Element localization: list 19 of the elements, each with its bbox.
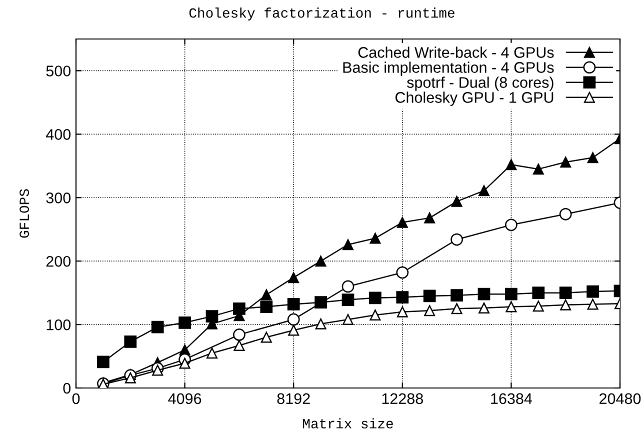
y-tick-label: 500 xyxy=(46,66,71,76)
y-tick-label: 300 xyxy=(46,192,71,204)
y-tick-label: 400 xyxy=(46,129,71,140)
y-tick-label: 100 xyxy=(46,319,71,330)
x-tick-label: 0 xyxy=(72,393,80,404)
x-tick-label: 8192 xyxy=(277,393,310,404)
legend-label: Cholesky GPU - 1 GPU xyxy=(395,92,554,106)
x-tick-label: 20480 xyxy=(600,393,641,404)
x-tick-label: 4096 xyxy=(168,393,202,404)
x-tick-label: 12288 xyxy=(382,393,423,404)
x-axis-title: Matrix size xyxy=(303,418,393,428)
legend-label: spotrf - Dual (8 cores) xyxy=(407,76,554,91)
y-axis-title: GFLOPS xyxy=(20,189,30,238)
x-tick-label: 16384 xyxy=(491,393,532,404)
y-tick-label: 0 xyxy=(63,382,71,394)
legend-label: Basic implementation - 4 GPUs xyxy=(343,62,554,76)
legend-label: Cached Write-back - 4 GPUs xyxy=(358,46,554,58)
chart-title: Cholesky factorization - runtime xyxy=(189,8,454,20)
y-tick-label: 200 xyxy=(46,256,71,267)
